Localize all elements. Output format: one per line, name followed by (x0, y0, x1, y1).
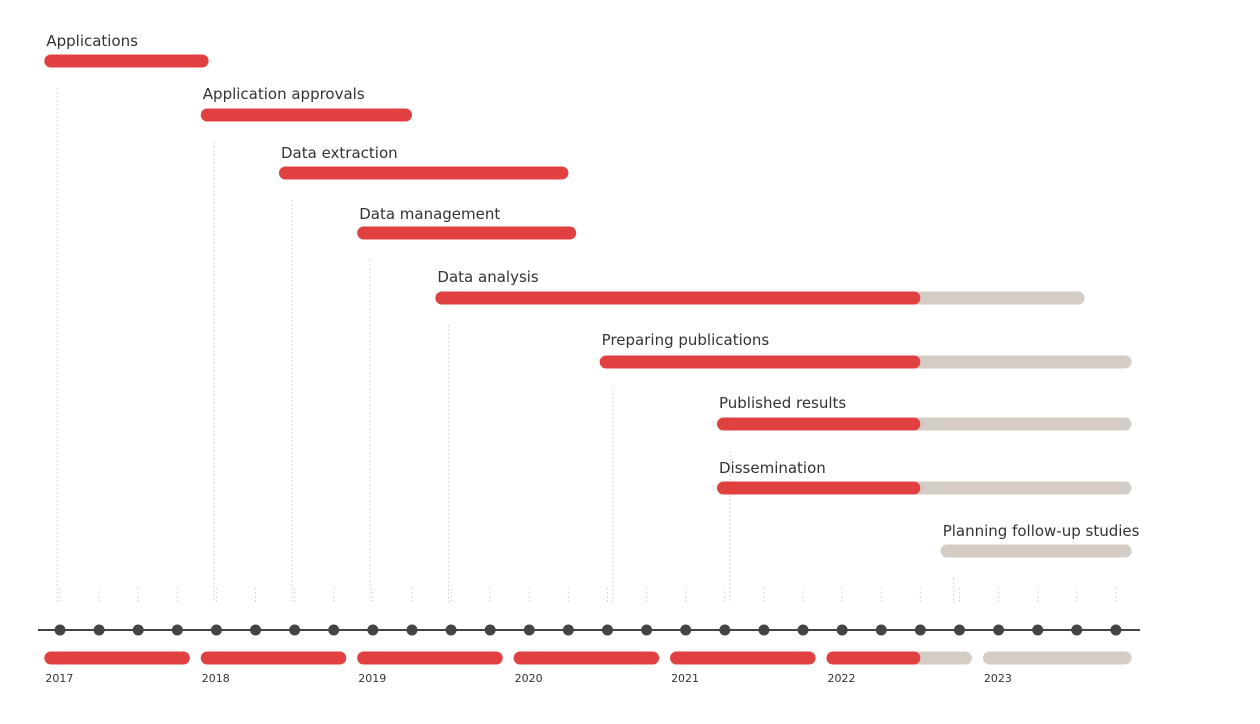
task-row: Applications (44, 32, 209, 68)
year-label: 2018 (202, 672, 230, 685)
quarter-dot (93, 624, 105, 636)
quarter-dot (562, 624, 574, 636)
task-bars: Applications Application approvals Data ex… (44, 32, 1140, 558)
quarter-dot (680, 624, 692, 636)
task-row: Dissemination (717, 459, 1132, 495)
task-row: Application approvals (200, 85, 412, 122)
year-label: 2023 (984, 672, 1012, 685)
year-segment: 2020 (513, 651, 660, 685)
quarter-dot (406, 624, 418, 636)
task-label: Dissemination (719, 459, 826, 477)
task-row: Preparing publications (599, 331, 1132, 369)
quarter-dot (1110, 624, 1122, 636)
quarter-dot (367, 624, 379, 636)
quarter-dot (914, 624, 926, 636)
quarter-dot (758, 624, 770, 636)
year-label: 2017 (45, 672, 73, 685)
quarter-dot (641, 624, 653, 636)
quarter-dot (953, 624, 965, 636)
task-row: Planning follow-up studies (940, 522, 1140, 558)
year-segment: 2018 (200, 651, 347, 685)
year-segment: 2019 (357, 651, 503, 685)
year-segment: 2022 (826, 651, 972, 685)
quarter-dot (328, 624, 340, 636)
task-label: Preparing publications (602, 331, 770, 349)
quarter-dot (54, 624, 66, 636)
task-label: Applications (46, 32, 138, 50)
quarter-dot (797, 624, 809, 636)
quarter-dot (445, 624, 457, 636)
year-segment: 2017 (44, 651, 190, 685)
task-row: Published results (717, 394, 1132, 431)
quarter-dot (523, 624, 535, 636)
quarter-ticks (59, 588, 1117, 603)
quarter-dot (719, 624, 731, 636)
year-label: 2022 (828, 672, 856, 685)
task-row: Data analysis (435, 268, 1085, 305)
quarter-markers (54, 624, 1122, 636)
task-label: Data analysis (437, 268, 539, 286)
quarter-dot (602, 624, 613, 636)
quarter-dot (1032, 624, 1044, 636)
quarter-dot (484, 624, 496, 636)
quarter-dot (875, 624, 887, 636)
year-label: 2021 (671, 672, 699, 685)
task-row: Data management (357, 205, 577, 240)
year-label: 2019 (358, 672, 386, 685)
year-label: 2020 (515, 672, 543, 685)
year-bars: 2017 2018 2019 2020 2021 2022 2023 (44, 651, 1132, 685)
quarter-dot (993, 624, 1005, 636)
task-label: Data management (359, 205, 500, 223)
quarter-dot (210, 624, 222, 636)
year-segment: 2021 (670, 651, 816, 685)
quarter-dot (289, 624, 301, 636)
quarter-dot (250, 624, 262, 636)
task-row: Data extraction (279, 144, 569, 180)
task-label: Planning follow-up studies (943, 522, 1140, 540)
task-label: Application approvals (203, 85, 365, 103)
task-label: Published results (719, 394, 846, 412)
year-segment: 2023 (982, 651, 1132, 685)
quarter-dot (171, 624, 183, 636)
quarter-dot (836, 624, 848, 636)
quarter-dot (1071, 624, 1083, 636)
task-guide-lines (56, 88, 955, 603)
task-label: Data extraction (281, 144, 398, 162)
quarter-dot (132, 624, 144, 636)
